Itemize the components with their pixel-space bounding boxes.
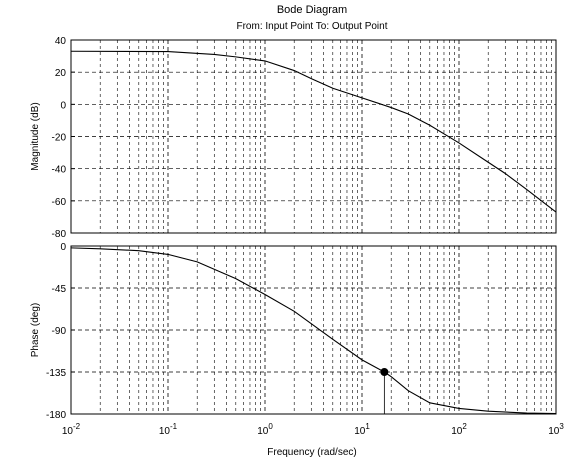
x-axis-label: Frequency (rad/sec) bbox=[267, 447, 356, 458]
magnitude-ytick-label: 40 bbox=[55, 36, 67, 47]
xtick-label: 10-2 bbox=[62, 422, 81, 437]
magnitude-ytick-label: 0 bbox=[60, 100, 66, 111]
magnitude-ytick-label: -60 bbox=[52, 197, 67, 208]
phase-ytick-label: -90 bbox=[52, 326, 67, 337]
xtick-label: 101 bbox=[354, 422, 370, 437]
magnitude-ytick-label: -80 bbox=[52, 229, 67, 240]
phase-ylabel: Phase (deg) bbox=[30, 303, 41, 357]
data-marker bbox=[380, 368, 389, 376]
magnitude-ytick-label: -20 bbox=[52, 133, 67, 144]
xtick-label: 103 bbox=[548, 422, 564, 437]
magnitude-ytick-label: -40 bbox=[52, 165, 67, 176]
magnitude-ylabel: Magnitude (dB) bbox=[30, 102, 41, 170]
xtick-label: 10-1 bbox=[159, 422, 178, 437]
phase-curve bbox=[70, 247, 557, 415]
magnitude-ytick-label: 20 bbox=[55, 68, 67, 79]
phase-ytick-label: 0 bbox=[60, 242, 66, 253]
magnitude-curve bbox=[70, 50, 557, 213]
xtick-label: 100 bbox=[257, 422, 273, 437]
xtick-label: 102 bbox=[451, 422, 467, 437]
phase-panel: 0 -45 -90 -135 -180 Phase (deg) bbox=[30, 242, 557, 421]
phase-ytick-label: -135 bbox=[46, 368, 66, 379]
phase-ytick-label: -180 bbox=[46, 410, 66, 421]
chart-title: Bode Diagram bbox=[277, 4, 347, 16]
phase-ytick-label: -45 bbox=[52, 284, 67, 295]
magnitude-panel: 40 20 0 -20 -40 -60 -80 Magnitude (dB) bbox=[30, 36, 557, 240]
chart-subtitle: From: Input Point To: Output Point bbox=[236, 21, 387, 32]
